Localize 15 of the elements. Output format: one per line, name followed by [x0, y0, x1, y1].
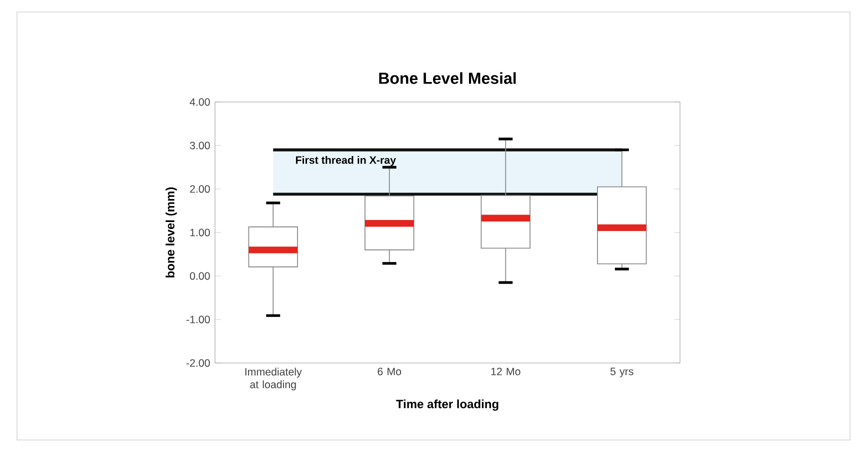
chart-title: Bone Level Mesial: [379, 72, 516, 84]
x-axis-title: Time after loading: [396, 399, 498, 411]
y-tick-label: 4.00: [190, 98, 210, 106]
x-tick-label: Immediately at loading: [245, 368, 302, 390]
x-tick-label: 6 Mo: [378, 368, 402, 376]
band-label: First thread in X-ray: [296, 156, 396, 166]
y-tick-label: -1.00: [186, 316, 210, 324]
y-tick-label: 1.00: [190, 228, 210, 236]
y-axis-title: bone level (mm): [166, 187, 177, 278]
x-tick-label: 5 yrs: [610, 368, 634, 378]
y-tick-label: 2.00: [190, 185, 210, 193]
x-tick-label: 12 Mo: [491, 368, 520, 376]
y-tick-label: 3.00: [190, 142, 210, 150]
y-tick-label: 0.00: [190, 272, 210, 280]
y-tick-label: -2.00: [186, 359, 210, 367]
